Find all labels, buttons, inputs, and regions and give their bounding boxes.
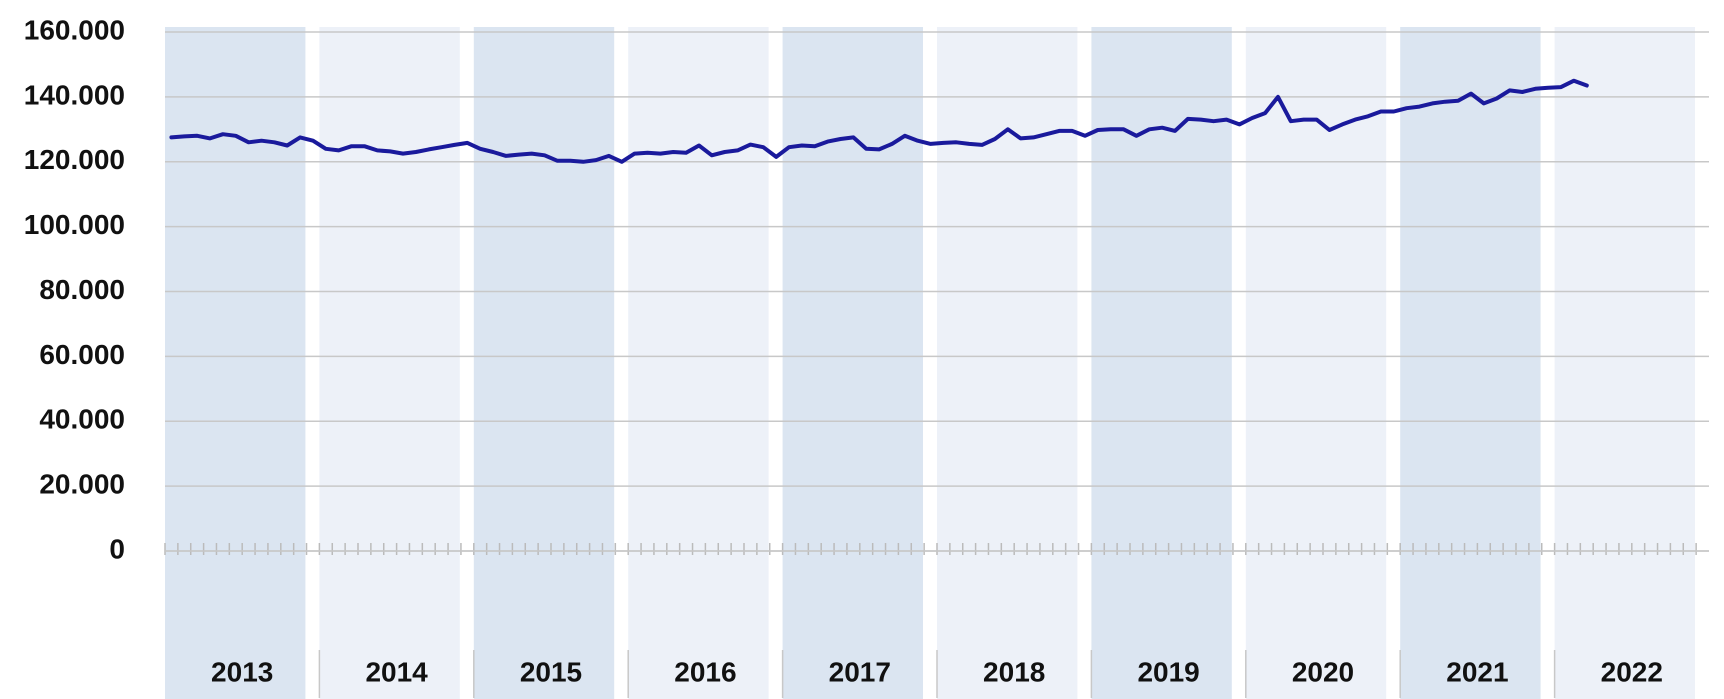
y-tick-label: 40.000 (39, 404, 125, 435)
x-tick-label: 2019 (1137, 656, 1199, 687)
line (169, 78, 1589, 164)
year-band (319, 27, 460, 699)
year-band (1554, 27, 1695, 699)
y-tick-label: 20.000 (39, 469, 125, 500)
x-tick-label: 2014 (365, 656, 428, 687)
year-band (165, 27, 306, 699)
x-tick-label: 2021 (1446, 656, 1508, 687)
y-tick-label: 100.000 (24, 209, 125, 240)
y-tick-label: 0 (109, 533, 125, 564)
y-tick-label: 60.000 (39, 339, 125, 370)
y-tick-label: 80.000 (39, 274, 125, 305)
x-tick-label: 2015 (520, 656, 582, 687)
year-band (1245, 27, 1387, 699)
year-band (1091, 27, 1232, 699)
x-tick-label: 2022 (1601, 656, 1663, 687)
year-band (628, 27, 769, 699)
x-tick-label: 2018 (983, 656, 1045, 687)
year-band (937, 27, 1078, 699)
y-tick-label: 140.000 (24, 79, 125, 110)
y-tick-label: 160.000 (24, 14, 125, 45)
year-band (473, 27, 615, 699)
year-band (1400, 27, 1541, 699)
year-band (782, 27, 923, 699)
x-tick-label: 2016 (674, 656, 736, 687)
y-tick-label: 120.000 (24, 144, 125, 175)
x-tick-label: 2013 (211, 656, 273, 687)
x-tick-label: 2020 (1292, 656, 1354, 687)
x-tick-label: 2017 (829, 656, 891, 687)
